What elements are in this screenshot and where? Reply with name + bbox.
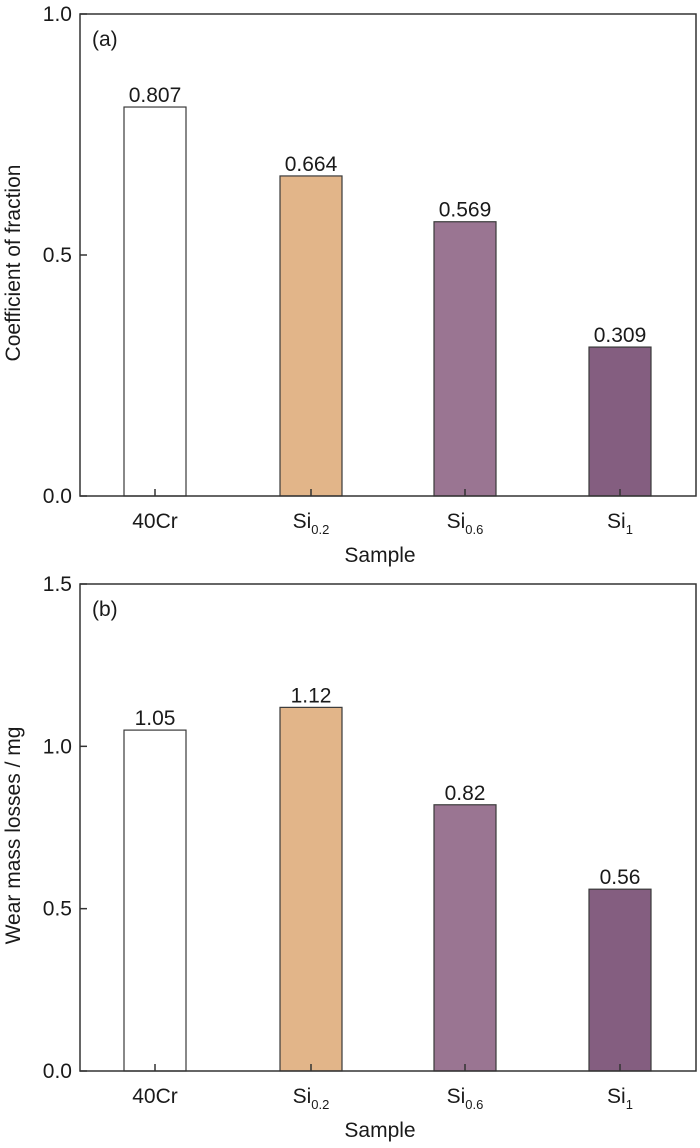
chart-panel-b: 1.05 1.12 0.82 0.56 0.0 0.5 1.0 1.5 40Cr Si0.2 Si0…: [2, 573, 697, 1142]
bar-0: [123, 106, 187, 497]
bar-1: [279, 175, 343, 497]
bar-3: [588, 346, 652, 497]
x-tick-label-0: 40Cr: [132, 1085, 178, 1108]
x-tick-label-1: Si0.2: [293, 1085, 330, 1112]
x-tick-label-3: Si1: [607, 510, 633, 537]
x-tick-label-2: Si0.6: [447, 510, 484, 537]
y-axis-title: Wear mass losses / mg: [2, 727, 25, 945]
panel-label: (a): [92, 28, 118, 51]
y-tick-label-1: 0.5: [43, 898, 72, 921]
x-tick-label-3: Si1: [607, 1085, 633, 1112]
y-tick-label-0: 0.0: [43, 485, 72, 508]
bar-3: [588, 888, 652, 1072]
y-tick-label-3: 1.5: [43, 573, 72, 596]
data-label-1: 1.12: [291, 684, 332, 707]
y-axis-title: Coefficient of fraction: [2, 165, 25, 362]
bar-0: [123, 729, 187, 1072]
x-tick-label-1: Si0.2: [293, 510, 330, 537]
y-tick-label-2: 1.0: [43, 3, 72, 26]
x-tick-label-0: 40Cr: [132, 510, 178, 533]
data-label-0: 0.807: [129, 84, 182, 107]
data-label-1: 0.664: [285, 153, 338, 176]
y-tick-label-2: 1.0: [43, 735, 72, 758]
data-label-3: 0.309: [594, 324, 647, 347]
x-axis-title: Sample: [344, 1119, 415, 1142]
bar-1: [279, 706, 343, 1072]
y-tick-label-0: 0.0: [43, 1060, 72, 1083]
bar-2: [433, 804, 497, 1072]
data-label-3: 0.56: [600, 866, 641, 889]
x-axis-title: Sample: [344, 544, 415, 567]
y-tick-label-1: 0.5: [43, 244, 72, 267]
panel-label: (b): [92, 598, 118, 621]
plot-frame: [79, 583, 697, 1072]
data-label-2: 0.569: [439, 199, 492, 222]
data-label-0: 1.05: [135, 707, 176, 730]
data-label-2: 0.82: [445, 782, 486, 805]
x-tick-label-2: Si0.6: [447, 1085, 484, 1112]
chart-panel-a: 0.807 0.664 0.569 0.309 0.0 0.5 1.0 40Cr Si0.2 Si…: [2, 3, 697, 567]
bar-2: [433, 221, 497, 497]
